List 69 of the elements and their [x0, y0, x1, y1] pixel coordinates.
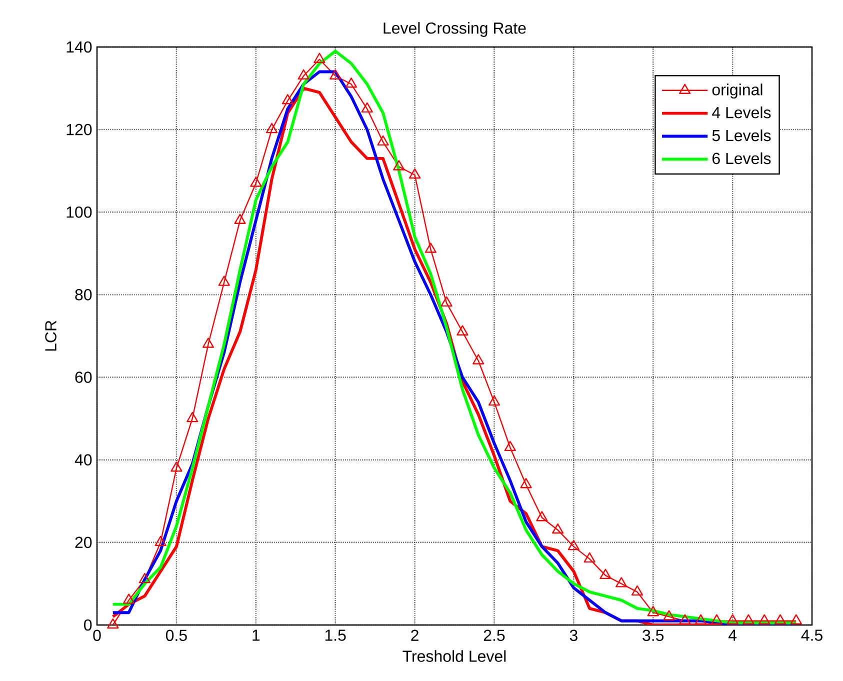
point — [520, 478, 532, 488]
x-tick-label: 0.5 — [166, 630, 187, 642]
x-tick-label: 2.5 — [484, 630, 505, 642]
point — [266, 122, 278, 134]
point — [186, 412, 198, 422]
y-tick-label: 60 — [75, 372, 92, 383]
point — [710, 614, 722, 624]
point — [536, 511, 548, 522]
legend-label: 5 Levels — [712, 129, 771, 142]
point — [456, 325, 468, 336]
x-tick-label: 1.5 — [325, 630, 346, 641]
point — [584, 552, 596, 563]
point — [774, 614, 786, 624]
point — [568, 540, 580, 550]
point — [552, 523, 564, 534]
point — [408, 168, 421, 179]
point — [616, 577, 628, 588]
point — [758, 614, 770, 624]
legend-label: 4 Levels — [712, 106, 771, 118]
point — [742, 614, 754, 624]
x-tick-label: 2 — [411, 630, 418, 641]
point — [314, 52, 326, 63]
x-tick-label: 3 — [570, 630, 578, 642]
point — [488, 395, 500, 406]
legend-label: original — [712, 84, 762, 99]
point — [393, 160, 405, 170]
x-tick-label: 1 — [252, 630, 260, 641]
chart-title: Level Crossing Rate — [384, 22, 526, 37]
y-tick-label: 120 — [66, 124, 92, 136]
point — [107, 618, 119, 629]
y-tick-label: 80 — [75, 289, 92, 300]
x-tick-label: 0 — [93, 630, 101, 642]
point — [361, 102, 373, 113]
point — [377, 135, 389, 146]
point — [790, 614, 802, 624]
point — [647, 606, 659, 616]
y-tick-label: 40 — [74, 454, 92, 466]
point — [282, 94, 294, 104]
legend-label: 6 Levels — [712, 152, 771, 164]
point — [170, 462, 182, 472]
x-tick-label: 4.5 — [801, 630, 822, 641]
point — [202, 338, 214, 348]
point — [726, 614, 738, 624]
point — [694, 614, 707, 624]
point — [138, 572, 150, 584]
point — [218, 276, 230, 286]
point — [234, 214, 246, 224]
x-axis-title: Treshold Level — [402, 650, 506, 662]
point — [631, 585, 644, 596]
point — [679, 614, 691, 624]
point — [424, 242, 436, 253]
y-tick-label: 100 — [66, 206, 92, 218]
point — [504, 440, 516, 452]
y-tick-label: 140 — [66, 41, 92, 53]
y-axis-title: LCR — [45, 320, 56, 351]
x-tick-label: 4 — [728, 630, 737, 641]
point — [154, 536, 166, 546]
point — [345, 78, 358, 88]
point — [600, 568, 612, 580]
y-tick-label: 0 — [84, 619, 92, 631]
point — [440, 296, 452, 307]
point — [250, 176, 262, 187]
point — [663, 610, 675, 620]
point — [472, 354, 484, 364]
point — [330, 69, 342, 80]
x-tick-label: 3.5 — [642, 630, 664, 642]
point — [122, 594, 135, 604]
point — [298, 69, 310, 80]
y-tick-label: 20 — [75, 536, 92, 548]
